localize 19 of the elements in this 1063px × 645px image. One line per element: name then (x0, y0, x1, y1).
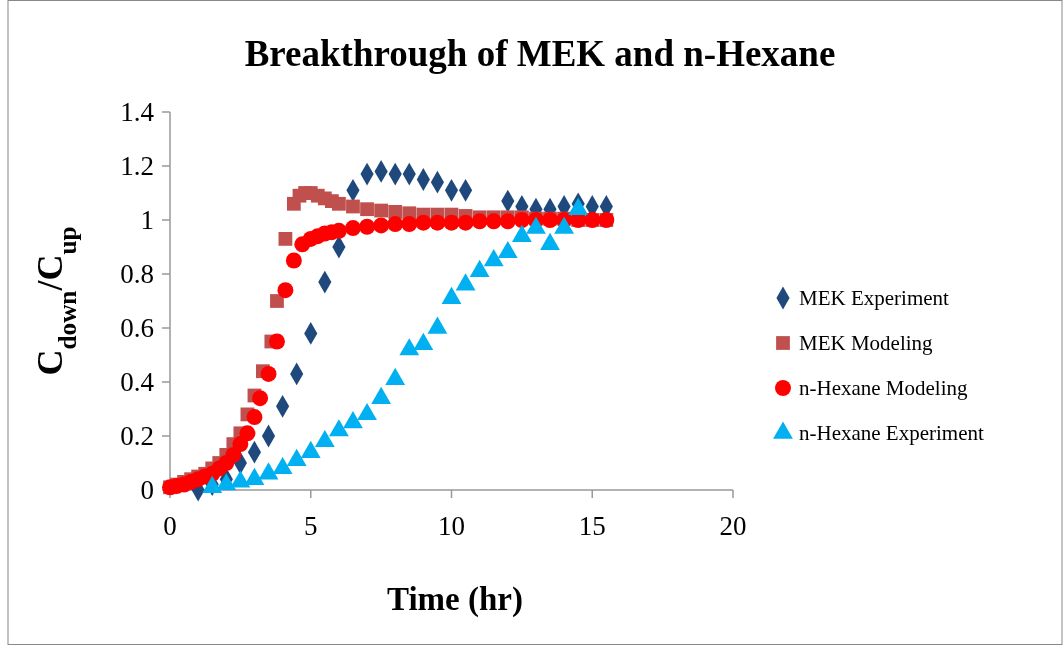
x-tick-label: 0 (163, 511, 177, 541)
y-tick-label: 0 (140, 475, 154, 506)
legend-label: MEK Modeling (799, 331, 934, 356)
legend-label: n-Hexane Modeling (799, 376, 969, 401)
y-tick-label: 1.2 (120, 151, 154, 182)
y-tick-label: 1 (140, 205, 154, 236)
y-tick-label: 0.2 (120, 421, 154, 452)
x-tick-label: 5 (304, 511, 318, 541)
legend-label: n-Hexane Experiment (799, 421, 984, 446)
x-tick-label: 15 (578, 511, 606, 541)
x-axis-title: Time (hr) (387, 581, 523, 618)
x-tick-label: 10 (438, 511, 465, 541)
y-tick-label: 1.4 (120, 97, 155, 128)
x-tick-label: 20 (719, 511, 747, 541)
y-tick-label: 0.6 (120, 313, 154, 344)
chart-title: Breakthrough of MEK and n-Hexane (244, 33, 836, 74)
y-tick-label: 0.4 (120, 367, 155, 398)
y-tick-label: 0.8 (120, 259, 154, 290)
legend-label: MEK Experiment (799, 286, 950, 311)
